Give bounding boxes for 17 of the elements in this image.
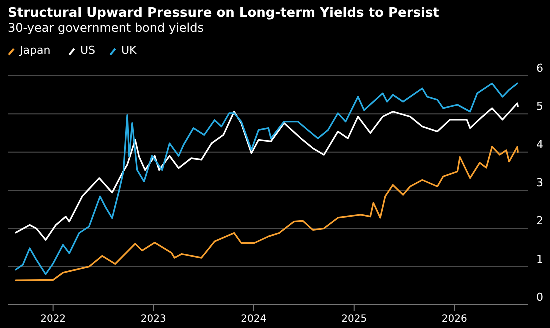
y-tick-label: 2 xyxy=(536,214,544,228)
x-tick-label: 2023 xyxy=(140,314,166,325)
x-tick-label: 2025 xyxy=(342,314,368,325)
x-tick-label: 2024 xyxy=(241,314,267,325)
y-tick-label: 0 xyxy=(536,291,544,304)
y-tick-label: 1 xyxy=(536,252,544,266)
y-tick-label: 6 xyxy=(536,62,544,75)
legend-label: Japan xyxy=(19,44,51,57)
y-tick-label: 4 xyxy=(536,138,544,152)
legend-label: US xyxy=(80,44,96,57)
y-tick-label: 3 xyxy=(536,176,544,190)
chart-subtitle: 30-year government bond yields xyxy=(8,21,204,35)
x-tick-label: 2022 xyxy=(40,314,66,325)
x-tick-label: 2026 xyxy=(442,314,468,325)
y-tick-label: 5 xyxy=(536,100,544,114)
chart-title: Structural Upward Pressure on Long-term Yields to Persist xyxy=(8,6,440,21)
legend-label: UK xyxy=(122,44,138,57)
